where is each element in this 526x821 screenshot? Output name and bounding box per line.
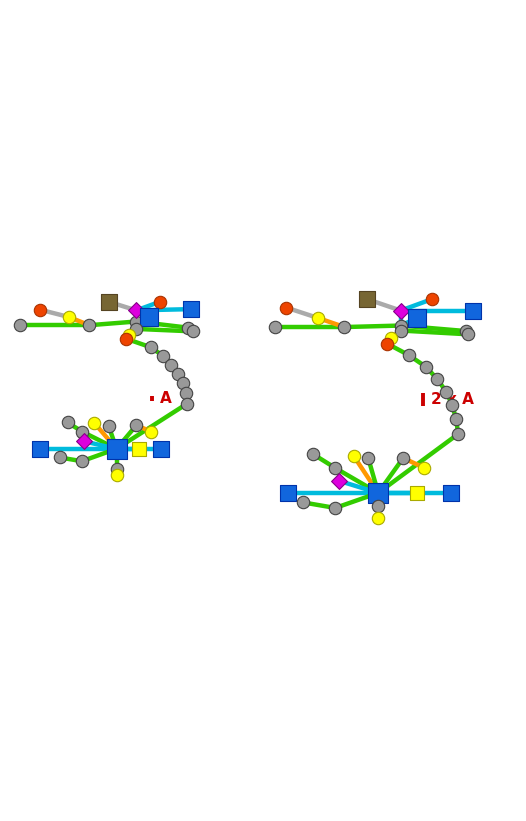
Point	[159, 350, 168, 363]
Point	[122, 333, 130, 346]
Point	[331, 502, 339, 515]
Point	[397, 319, 405, 333]
Point	[145, 310, 153, 323]
Point	[454, 428, 462, 441]
Point	[397, 324, 405, 337]
Point	[349, 449, 358, 462]
Point	[461, 324, 470, 337]
Point	[284, 486, 292, 499]
Point	[85, 319, 94, 332]
Point	[413, 311, 421, 324]
Point	[186, 303, 195, 316]
Point	[374, 500, 382, 513]
Point	[447, 486, 455, 499]
Point	[147, 425, 155, 438]
Point	[448, 398, 457, 411]
Point	[65, 310, 73, 323]
Point	[184, 321, 193, 334]
Point	[104, 296, 113, 309]
Point	[314, 311, 322, 324]
Point	[90, 416, 98, 429]
Point	[331, 461, 339, 475]
Point	[36, 303, 44, 316]
Point	[132, 315, 140, 328]
Point	[16, 319, 24, 332]
Point	[428, 292, 437, 305]
Point	[464, 328, 472, 341]
Point	[374, 486, 382, 499]
Point	[113, 469, 121, 482]
Point	[80, 435, 88, 448]
Point	[55, 451, 64, 464]
Point	[335, 475, 343, 488]
Point	[113, 443, 121, 456]
Point	[113, 462, 121, 475]
Point	[383, 337, 391, 350]
Point	[364, 452, 372, 465]
Point	[420, 461, 429, 475]
Point	[132, 304, 140, 317]
Point	[132, 323, 140, 336]
Text: A: A	[160, 391, 171, 406]
Point	[299, 496, 307, 509]
Point	[452, 412, 460, 425]
Point	[157, 443, 165, 456]
Point	[189, 325, 197, 338]
Point	[135, 443, 143, 456]
Point	[125, 328, 133, 342]
Point	[146, 341, 155, 354]
Point	[183, 397, 191, 410]
Point	[399, 452, 407, 465]
Point	[309, 447, 318, 461]
Point	[404, 348, 413, 361]
Point	[132, 419, 140, 432]
Point	[363, 292, 371, 305]
Point	[167, 359, 176, 372]
Point	[442, 385, 450, 398]
Point	[397, 304, 405, 317]
Point	[340, 320, 349, 333]
Point	[422, 360, 430, 374]
Point	[63, 415, 72, 429]
Point	[36, 443, 44, 456]
Point	[178, 377, 187, 390]
Point	[270, 320, 279, 333]
Point	[78, 425, 86, 438]
Point	[181, 387, 190, 400]
Point	[174, 367, 183, 380]
Point	[282, 301, 290, 314]
Text: 2 x A: 2 x A	[431, 392, 474, 406]
Point	[78, 455, 86, 468]
Point	[156, 296, 164, 309]
Point	[104, 420, 113, 433]
Point	[412, 486, 421, 499]
Point	[433, 373, 441, 386]
Point	[374, 511, 382, 525]
Point	[469, 304, 478, 317]
Point	[387, 332, 395, 345]
